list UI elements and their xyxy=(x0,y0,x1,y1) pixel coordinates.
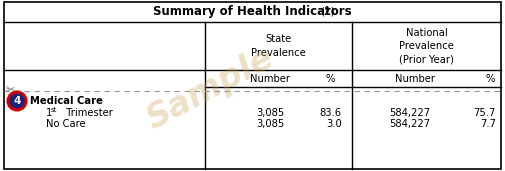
Circle shape xyxy=(8,92,26,110)
Text: st: st xyxy=(50,108,57,114)
Text: Medical Care: Medical Care xyxy=(30,96,103,106)
Text: 3,085: 3,085 xyxy=(257,108,285,118)
Text: National
Prevalence
(Prior Year): National Prevalence (Prior Year) xyxy=(399,28,454,64)
Text: Summary of Health Indicators: Summary of Health Indicators xyxy=(153,5,351,18)
Text: 584,227: 584,227 xyxy=(389,119,430,129)
Text: 1: 1 xyxy=(46,108,53,118)
Text: (2): (2) xyxy=(320,7,335,17)
Text: Number: Number xyxy=(250,74,290,83)
Text: 83.6: 83.6 xyxy=(320,108,342,118)
Text: Number: Number xyxy=(395,74,435,83)
Text: 4: 4 xyxy=(13,96,21,106)
Text: ✂: ✂ xyxy=(6,85,15,95)
Text: 3.0: 3.0 xyxy=(326,119,342,129)
Text: Trimester: Trimester xyxy=(60,108,113,118)
Text: %: % xyxy=(485,74,495,83)
Text: State
Prevalence: State Prevalence xyxy=(251,34,306,58)
Text: 75.7: 75.7 xyxy=(474,108,496,118)
Text: Sample: Sample xyxy=(141,42,279,136)
Text: 3,085: 3,085 xyxy=(257,119,285,129)
Text: 7.7: 7.7 xyxy=(480,119,496,129)
Text: %: % xyxy=(325,74,335,83)
Text: No Care: No Care xyxy=(46,119,86,129)
Text: 584,227: 584,227 xyxy=(389,108,430,118)
